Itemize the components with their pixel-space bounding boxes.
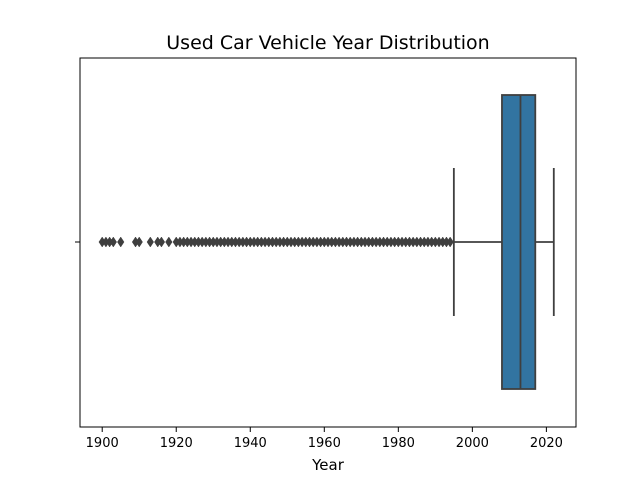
x-tick-label: 2000	[456, 436, 489, 451]
box-iqr	[501, 94, 537, 390]
outlier-point	[446, 236, 454, 248]
x-tick-label: 1960	[308, 436, 341, 451]
x-axis-label: Year	[311, 456, 345, 474]
x-tick-label: 1940	[234, 436, 267, 451]
outlier-point	[135, 236, 143, 248]
outlier-point	[146, 236, 154, 248]
outlier-point	[109, 236, 117, 248]
chart-title: Used Car Vehicle Year Distribution	[166, 32, 489, 54]
chart-marks	[98, 94, 555, 390]
x-tick-label: 2020	[530, 436, 563, 451]
x-tick-label: 1920	[160, 436, 193, 451]
outlier-point	[157, 236, 166, 248]
outlier-point	[117, 236, 125, 248]
x-tick-label: 1900	[86, 436, 119, 451]
x-axis: 1900 1920 1940 1960 1980 2000 2020	[86, 427, 563, 451]
x-tick-label: 1980	[382, 436, 415, 451]
outlier-point	[165, 236, 173, 248]
